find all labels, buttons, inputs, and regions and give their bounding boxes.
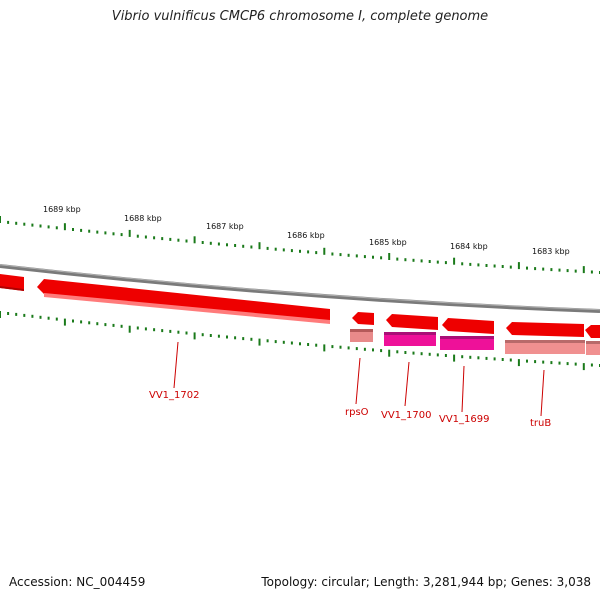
cds-trub[interactable] (505, 340, 585, 354)
genome-summary: Topology: circular; Length: 3,281,944 bp… (261, 575, 591, 589)
gene-arrow-edge-shade (0, 286, 24, 291)
scale-label: 1684 kbp (450, 242, 488, 251)
label-line-vv1-1702 (173, 341, 179, 389)
gene-arrow-rpso[interactable] (352, 312, 374, 325)
cds-vv1-1700-top (384, 332, 436, 335)
scale-label: 1688 kbp (124, 214, 162, 223)
label-line-vv1-1700 (404, 361, 410, 407)
cds-trub-top (505, 340, 585, 343)
gene-label-vv1-1700[interactable]: VV1_1700 (381, 410, 432, 421)
scale-label: 1687 kbp (206, 222, 244, 231)
scale-label: 1685 kbp (369, 238, 407, 247)
scale-label: 1686 kbp (287, 231, 325, 240)
cds-edge-right-top (586, 341, 600, 344)
gene-arrow-vv1-1702-light (44, 293, 330, 324)
outer-scale-ticks (0, 216, 600, 274)
gene-arrow-vv1-1699[interactable] (442, 318, 494, 334)
chromosome-backbone-highlight (0, 264, 600, 311)
gene-features (0, 274, 600, 338)
gene-arrow-trub[interactable] (506, 322, 584, 337)
scale-label: 1689 kbp (43, 205, 81, 214)
label-line-rpso (355, 357, 361, 405)
gene-label-vv1-1702[interactable]: VV1_1702 (149, 390, 200, 401)
cds-edge-right[interactable] (586, 341, 600, 355)
gene-arrow-edge-right[interactable] (585, 325, 600, 338)
accession-label: Accession: NC_004459 (9, 575, 146, 589)
gene-label-rpso[interactable]: rpsO (345, 407, 369, 418)
cds-features (350, 329, 600, 355)
cds-rpso[interactable] (350, 329, 373, 342)
gene-arrow-vv1-1700[interactable] (386, 314, 438, 330)
map-title: Vibrio vulnificus CMCP6 chromosome I, co… (111, 9, 489, 24)
gene-arrow-vv1-1702[interactable] (37, 279, 330, 322)
gene-label-lines (173, 341, 545, 417)
label-line-vv1-1699 (461, 365, 465, 413)
scale-labels: 1689 kbp 1688 kbp 1687 kbp 1686 kbp 1685… (43, 205, 570, 256)
gene-label-vv1-1699[interactable]: VV1_1699 (439, 414, 490, 425)
gene-label-trub[interactable]: truB (530, 418, 551, 429)
chromosome-backbone (0, 264, 600, 313)
cds-vv1-1699-top (440, 336, 494, 339)
inner-scale-ticks (0, 311, 600, 371)
cds-vv1-1700[interactable] (384, 332, 436, 346)
cds-vv1-1699[interactable] (440, 336, 494, 350)
label-line-trub (540, 369, 545, 417)
cds-rpso-top (350, 329, 373, 332)
gene-labels: VV1_1702 rpsO VV1_1700 VV1_1699 truB (149, 390, 551, 429)
scale-label: 1683 kbp (532, 247, 570, 256)
